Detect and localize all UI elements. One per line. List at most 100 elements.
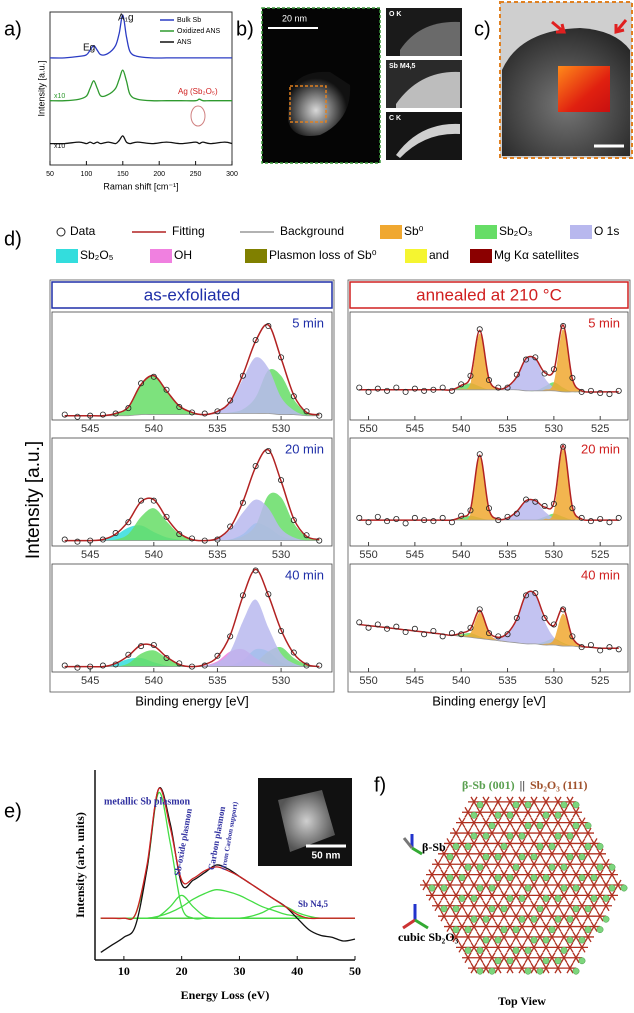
atom — [518, 915, 526, 923]
bond — [492, 879, 504, 891]
data-point — [587, 387, 594, 394]
data-point — [560, 443, 567, 450]
subplot-label: 40 min — [581, 567, 620, 582]
y-axis-label: Intensity [a.u.] — [36, 60, 46, 116]
data-point — [393, 623, 400, 630]
bond — [540, 962, 552, 974]
bond — [534, 910, 546, 922]
bond — [492, 942, 504, 953]
atom — [494, 874, 502, 882]
atom — [506, 811, 514, 819]
legend-swatch — [405, 249, 427, 263]
bond — [516, 962, 528, 974]
data-point — [87, 663, 94, 670]
bond — [534, 806, 546, 818]
component-area — [64, 499, 320, 541]
data-point — [560, 323, 567, 330]
bond — [492, 838, 504, 849]
data-point — [356, 384, 363, 391]
data-point — [411, 385, 418, 392]
bond — [606, 869, 618, 880]
atom — [530, 936, 538, 944]
atom — [578, 957, 586, 965]
atom — [530, 915, 538, 923]
atom — [500, 926, 508, 934]
bond — [432, 879, 444, 891]
bond — [528, 796, 540, 808]
data-point — [176, 660, 183, 667]
atom — [596, 863, 604, 871]
bond — [582, 931, 594, 943]
legend-label: Sb⁰ — [404, 224, 424, 238]
data-point — [176, 531, 183, 538]
bond — [546, 931, 558, 943]
atom — [446, 874, 454, 882]
bond — [516, 838, 528, 849]
panel-label: b) — [236, 18, 254, 40]
bond — [474, 827, 486, 839]
atom — [470, 915, 478, 923]
fft-overlay — [558, 66, 610, 112]
legend-swatch — [475, 225, 497, 239]
atom — [506, 874, 514, 882]
bond — [570, 869, 582, 880]
bond — [552, 796, 564, 808]
atom — [548, 926, 556, 934]
bond — [462, 952, 474, 964]
legend-label: Plasmon loss of Sb⁰ — [269, 248, 377, 262]
bond — [462, 827, 474, 839]
bond — [474, 806, 486, 818]
bond — [498, 931, 510, 943]
data-point — [513, 371, 520, 378]
annotation: x10 — [54, 93, 65, 100]
bond — [468, 942, 480, 953]
bond — [606, 890, 618, 901]
subplot-label: 5 min — [588, 315, 620, 330]
series-line — [100, 786, 356, 953]
bond — [450, 910, 462, 922]
bond — [468, 858, 480, 870]
bond — [498, 806, 510, 818]
data-point — [513, 615, 520, 622]
bond — [564, 858, 576, 870]
data-point — [532, 498, 539, 505]
atom — [542, 957, 550, 965]
bond — [480, 921, 492, 932]
bond — [558, 890, 570, 901]
bond — [558, 827, 570, 839]
data-point — [402, 388, 409, 395]
bond — [510, 890, 522, 901]
data-point — [201, 662, 208, 669]
map-signal — [396, 123, 460, 158]
data-point — [74, 413, 81, 420]
data-point — [578, 388, 585, 395]
legend-swatch — [56, 249, 78, 263]
bond — [522, 806, 534, 818]
atom — [440, 884, 448, 892]
structure-title: || — [520, 778, 525, 792]
atom — [536, 905, 544, 913]
bond — [456, 817, 468, 828]
bond — [570, 848, 582, 860]
bond — [504, 796, 516, 808]
bond — [498, 869, 510, 880]
bond — [570, 931, 582, 943]
atom — [542, 874, 550, 882]
panel-label: e) — [4, 800, 22, 822]
bond — [570, 890, 582, 901]
data-point — [421, 387, 428, 394]
atom — [524, 946, 532, 954]
data-point — [421, 517, 428, 524]
data-point — [615, 387, 622, 394]
component-area — [359, 448, 619, 521]
atom — [446, 853, 454, 861]
bond — [444, 921, 456, 932]
legend-label: Data — [70, 224, 96, 238]
x-tick-label: 100 — [81, 171, 93, 178]
atom — [506, 894, 514, 902]
atom — [530, 874, 538, 882]
data-point — [374, 385, 381, 392]
atom — [590, 894, 598, 902]
legend-swatch — [380, 225, 402, 239]
data-point — [150, 497, 157, 504]
